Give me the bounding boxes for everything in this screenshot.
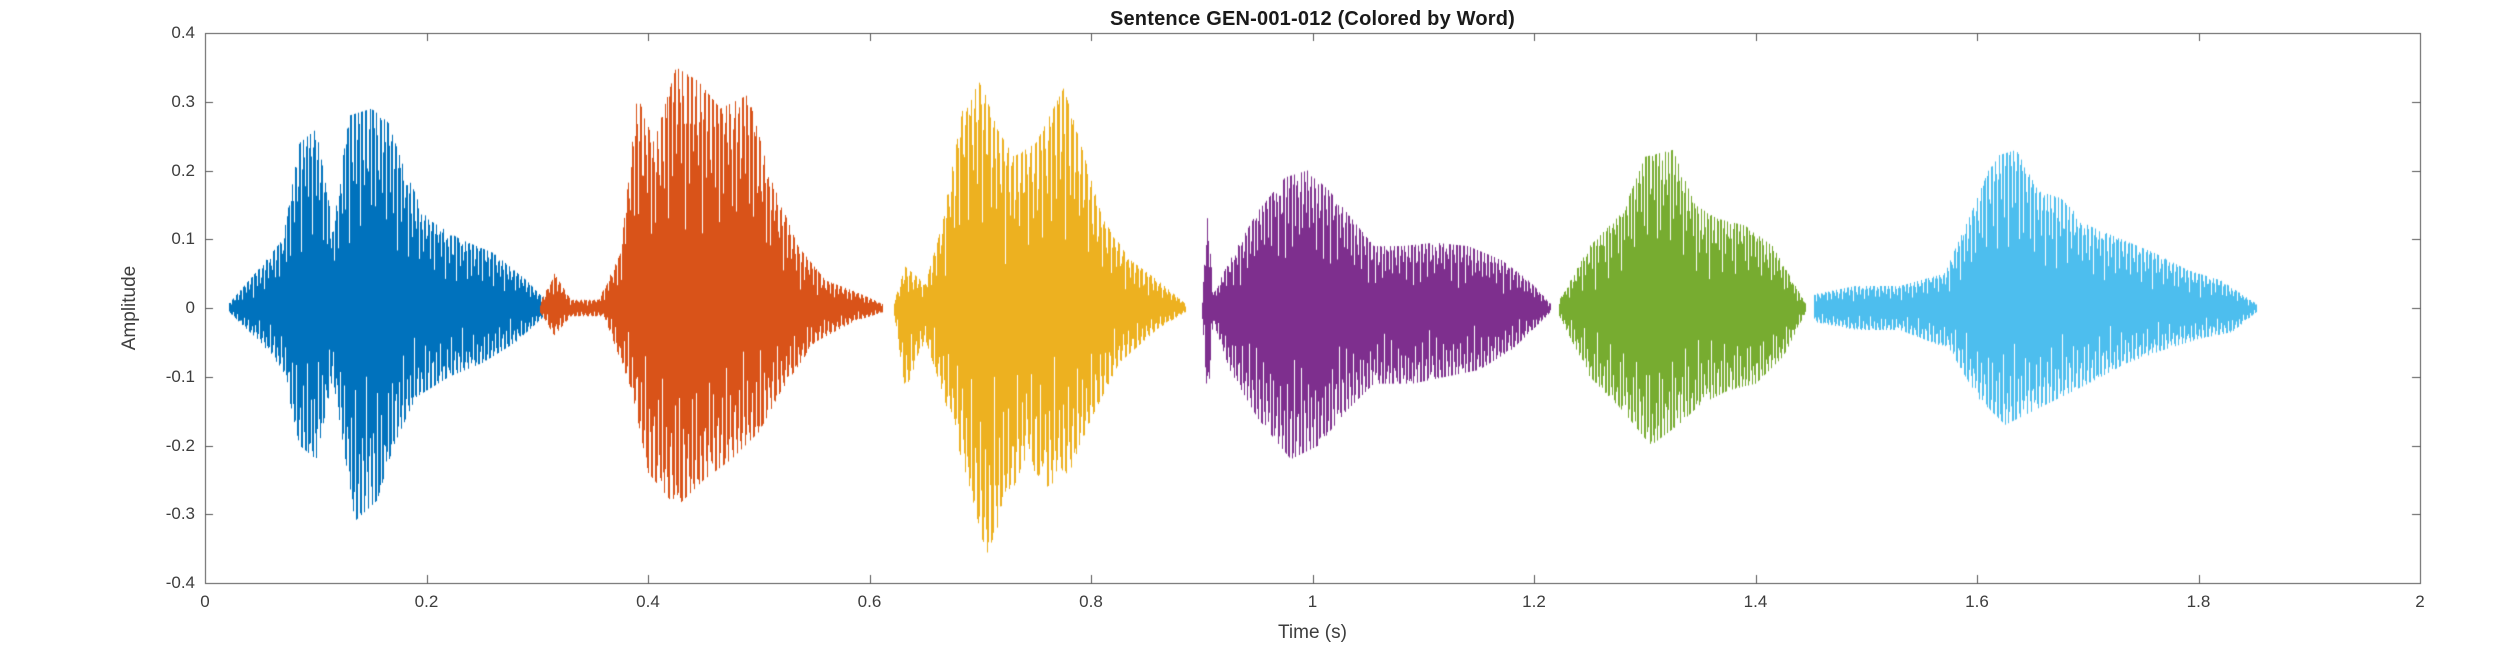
y-tick-label: -0.3 [165, 504, 195, 524]
x-tick-label: 1.4 [1743, 592, 1768, 611]
x-tick-label: 1 [1307, 592, 1318, 611]
x-axis-label: Time (s) [1278, 622, 1347, 643]
x-tick-label: 0.6 [857, 592, 882, 611]
y-tick-label: 0.3 [171, 91, 195, 111]
y-tick-label: 0 [185, 298, 195, 317]
y-tick-label: 0.1 [171, 229, 195, 249]
x-tick-label: 1.6 [1965, 592, 1989, 611]
y-tick-label: 0.4 [171, 23, 195, 42]
x-tick-label: 0.2 [414, 592, 439, 611]
x-tick-label: 0.8 [1079, 592, 1103, 611]
x-tick-label: 0.4 [636, 592, 660, 611]
y-tick-label: -0.1 [165, 366, 195, 386]
y-tick-label: -0.2 [165, 435, 195, 455]
x-tick-label: 2 [2415, 592, 2425, 611]
x-tick-label: 0 [200, 592, 210, 611]
y-tick-label: 0.2 [171, 160, 195, 180]
x-tick-label: 1.8 [2186, 592, 2211, 611]
x-tick-label: 1.2 [1522, 592, 1546, 611]
y-tick-label: -0.4 [165, 573, 195, 592]
chart-title: Sentence GEN-001-012 (Colored by Word) [1109, 8, 1516, 30]
